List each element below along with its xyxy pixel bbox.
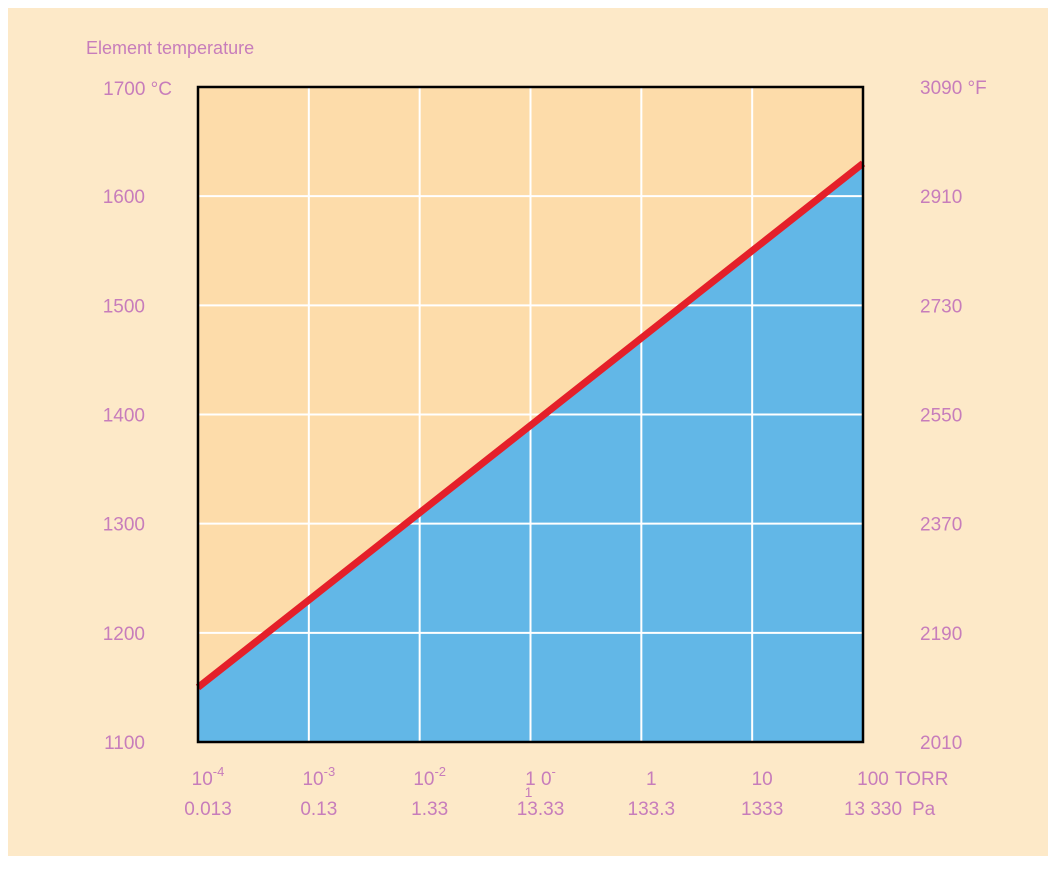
torr-tick-label: 10-3 [302, 764, 335, 790]
series-line [195, 160, 866, 691]
torr-unit-label: TORR [895, 769, 948, 790]
left-tick-label: 1500 [103, 296, 145, 317]
left-axis-top-label: 1700 °C [103, 79, 172, 100]
left-tick-label: 1100 [104, 733, 145, 754]
torr-tick-label: 1 0- [525, 764, 556, 790]
right-tick-label: 2190 [920, 624, 962, 645]
chart-title: Element temperature [86, 38, 254, 58]
left-tick-label: 1200 [103, 624, 145, 645]
right-tick-label: 2370 [920, 515, 962, 536]
pa-tick-label: 13 330 [844, 799, 902, 820]
left-axis-ticks: 1100 1200 1300 1400 1500 1600 [103, 187, 145, 754]
plot-frame [196, 85, 865, 744]
pa-tick-label: 0.013 [184, 799, 232, 820]
torr-tick-subscript: 1 [525, 784, 533, 800]
torr-tick-label: 10-2 [413, 764, 446, 790]
right-tick-label: 2550 [920, 406, 962, 427]
right-tick-label: 3090 °F [920, 78, 987, 99]
left-tick-label: 1300 [103, 515, 145, 536]
plot-area [195, 85, 866, 744]
right-tick-label: 2730 [920, 296, 962, 317]
torr-tick-label: 10-4 [192, 764, 225, 790]
right-tick-label: 2010 [920, 733, 962, 754]
right-axis-ticks: 2010 2190 2370 2550 2730 2910 3090 °F [920, 78, 987, 754]
pa-unit-label: Pa [912, 799, 936, 820]
torr-tick-label: 1 [646, 769, 657, 790]
torr-tick-label: 10 [752, 769, 773, 790]
pa-tick-label: 1.33 [411, 799, 448, 820]
pa-tick-label: 1333 [741, 799, 783, 820]
pa-tick-label: 0.13 [300, 799, 337, 820]
pa-tick-label: 133.3 [628, 799, 676, 820]
left-tick-label: 1400 [103, 406, 145, 427]
right-tick-label: 2910 [920, 187, 962, 208]
torr-tick-label: 100 [857, 769, 889, 790]
pa-tick-label: 13.33 [517, 799, 565, 820]
left-tick-label: 1600 [103, 187, 145, 208]
